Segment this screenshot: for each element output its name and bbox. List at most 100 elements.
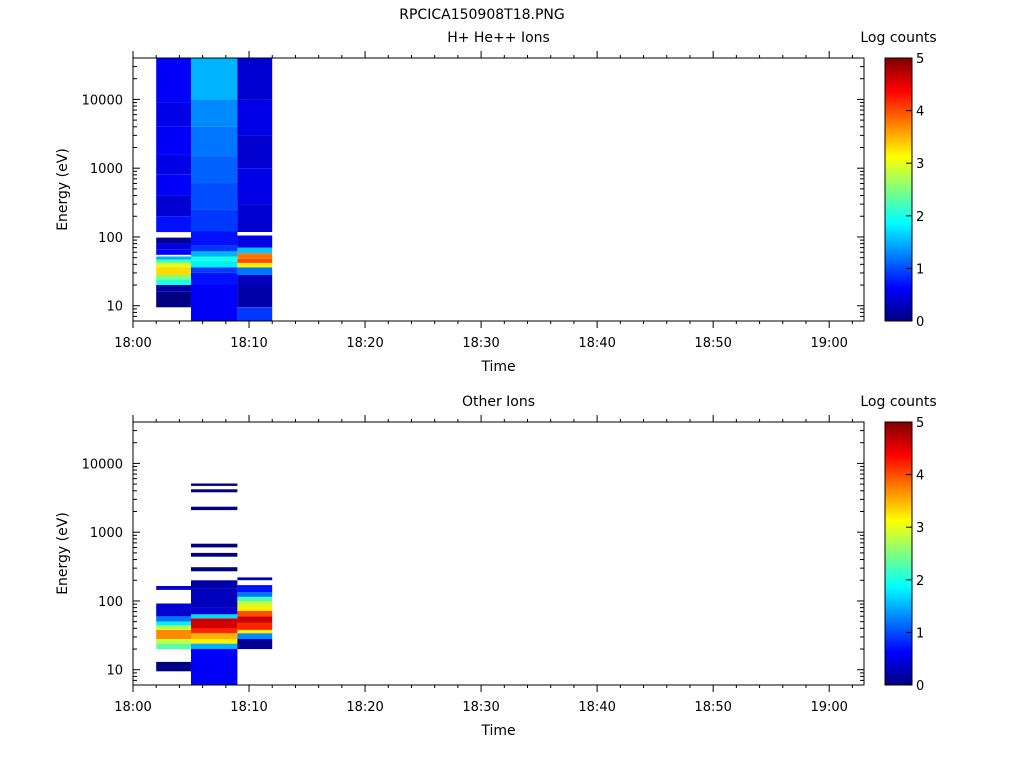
x-tick-label: 18:30 (462, 700, 499, 715)
heatmap-cell (191, 183, 238, 210)
heatmap-cell (191, 543, 238, 548)
heatmap-cell (237, 601, 273, 606)
colorbar-tick-label: 1 (916, 262, 924, 277)
heatmap-cell (237, 633, 273, 639)
y-axis-label: Energy (eV) (55, 148, 71, 231)
heatmap-cell (191, 567, 238, 572)
x-tick-label: 18:40 (578, 336, 615, 351)
heatmap-cell (237, 168, 273, 205)
heatmap-cell (191, 633, 238, 639)
heatmap-cell (191, 272, 238, 285)
heatmap-cell (191, 231, 238, 246)
heatmap-cell (237, 622, 273, 630)
heatmap-cell (237, 629, 273, 634)
heatmap-cell (156, 126, 191, 155)
heatmap-cell (156, 291, 191, 308)
panel-title: H+ He++ Ions (447, 30, 550, 46)
heatmap-cell (156, 621, 191, 626)
y-tick-label: 1000 (90, 526, 123, 541)
heatmap-cell (237, 235, 273, 248)
heatmap-cell (191, 506, 238, 511)
x-tick-label: 18:30 (462, 336, 499, 351)
y-axis-label: Energy (eV) (55, 512, 71, 595)
colorbar-tick-label: 5 (916, 416, 924, 431)
x-tick-label: 18:50 (694, 700, 731, 715)
heatmap-cell (237, 605, 273, 611)
x-tick-label: 19:00 (810, 700, 847, 715)
y-tick-label: 1000 (90, 162, 123, 177)
heatmap-cell (191, 156, 238, 184)
heatmap-cell (191, 261, 238, 268)
heatmap-cell (156, 216, 191, 233)
y-tick-label: 100 (98, 231, 123, 246)
heatmap-cell (156, 259, 191, 263)
heatmap-cell (156, 625, 191, 630)
colorbar-tick-label: 5 (916, 52, 924, 67)
heatmap-cell (156, 285, 191, 292)
heatmap-cell (237, 610, 273, 617)
heatmap-cell (156, 256, 191, 260)
colorbar (884, 57, 913, 322)
colorbar-tick-label: 3 (916, 521, 924, 536)
x-tick-label: 18:20 (346, 700, 383, 715)
heatmap-cell (191, 552, 238, 557)
heatmap-cell (191, 285, 238, 321)
y-tick-label: 10000 (82, 93, 123, 108)
heatmap-cell (191, 489, 238, 493)
heatmap-cell (237, 267, 273, 275)
colorbar-tick-label: 0 (916, 315, 924, 330)
heatmap-cell (156, 279, 191, 285)
heatmap-cell (237, 285, 273, 308)
heatmap-cell (191, 58, 238, 100)
heatmap-cell (191, 614, 238, 619)
x-tick-label: 18:20 (346, 336, 383, 351)
heatmap-cell (156, 58, 191, 103)
heatmap-cell (156, 262, 191, 268)
heatmap-cell (156, 643, 191, 649)
heatmap-cell (191, 209, 238, 232)
colorbar-tick-label: 2 (916, 574, 924, 589)
heatmap-cell (156, 237, 191, 244)
heatmap-cell (237, 616, 273, 623)
heatmap-cell (191, 483, 238, 486)
colorbar-tick-label: 3 (916, 157, 924, 172)
panel-title: Other Ions (462, 394, 535, 410)
heatmap-cell (237, 262, 273, 268)
heatmap-cell (191, 607, 238, 615)
heatmap-cell (191, 649, 238, 685)
colorbar-tick-label: 0 (916, 679, 924, 694)
heatmap-cell (237, 639, 273, 650)
colorbar-tick-label: 4 (916, 105, 924, 120)
heatmap-cell (156, 174, 191, 196)
heatmap-cell (191, 251, 238, 257)
heatmap-cell (237, 577, 273, 581)
heatmap-cell (237, 204, 273, 232)
heatmap-cell (237, 99, 273, 136)
x-axis-label: Time (480, 359, 515, 375)
heatmap-cell (156, 661, 191, 672)
heatmap-cell (191, 267, 238, 273)
heatmap-cell (191, 588, 238, 608)
y-tick-label: 100 (98, 595, 123, 610)
colorbar-label: Log counts (860, 30, 936, 46)
figure-filename: RPCICA150908T18.PNG (399, 7, 564, 23)
colorbar-tick-label: 4 (916, 469, 924, 484)
heatmap-cell (237, 247, 273, 254)
heatmap-cell (237, 258, 273, 263)
colorbar-label: Log counts (860, 394, 936, 410)
heatmap-cell (237, 253, 273, 259)
x-tick-label: 19:00 (810, 336, 847, 351)
heatmap-cell (156, 102, 191, 127)
heatmap-cell (191, 618, 238, 629)
heatmap-cell (191, 639, 238, 644)
x-axis-label: Time (480, 723, 515, 739)
heatmap-cell (156, 275, 191, 280)
colorbar (884, 421, 913, 686)
heatmap-cell (191, 245, 238, 252)
colorbar-tick-label: 1 (916, 626, 924, 641)
heatmap-cell (237, 585, 273, 592)
x-tick-label: 18:00 (114, 336, 151, 351)
heatmap-cell (156, 243, 191, 250)
heatmap-cell (156, 586, 191, 590)
